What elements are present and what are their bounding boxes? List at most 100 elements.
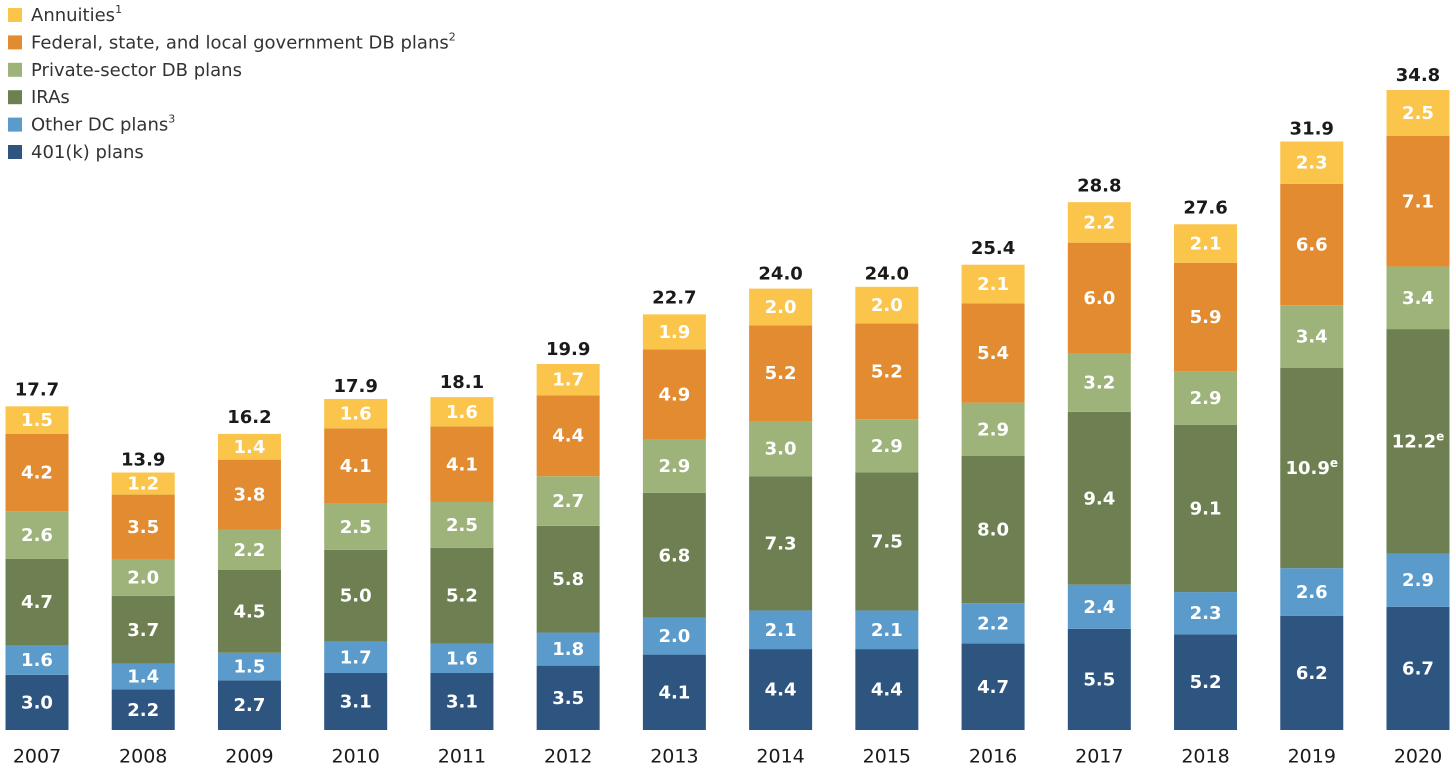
value-label-text: 4.7 [977,677,1009,698]
total-label: 27.6 [1183,197,1227,218]
x-tick-label: 2019 [1288,746,1336,768]
x-tick-label: 2017 [1075,746,1123,768]
value-label-text: 2.1 [1190,234,1222,255]
x-tick-label: 2014 [756,746,804,768]
value-label-text: 5.8 [552,569,584,590]
legend-label: Annuities1 [31,3,122,26]
value-label-text: 2.5 [1402,103,1434,124]
bar-segment [1067,584,1131,629]
value-label: 5.4 [977,343,1009,364]
value-label-text: 7.5 [871,531,903,552]
x-tick-label: 2018 [1181,746,1229,768]
bar-segment [855,472,919,611]
bar-segment [749,476,813,611]
value-label-text: 3.8 [234,485,266,506]
legend-swatch [8,145,22,159]
bar-segment [5,674,69,730]
value-label: 2.2 [977,613,1009,634]
value-label-text: 2.0 [127,567,159,588]
value-label-text: 1.5 [234,657,266,678]
legend-name: Private-sector DB plans [31,60,242,81]
value-label: 9.4 [1083,488,1115,509]
value-label-text: 5.2 [1190,672,1222,693]
legend-swatch [8,8,22,22]
value-label-text: 2.2 [977,613,1009,634]
value-label-text: 3.7 [127,620,159,641]
value-label-text: 1.4 [127,667,159,688]
value-label-text: 6.7 [1402,658,1434,679]
value-label: 2.1 [1190,234,1222,255]
bar-segment [5,406,69,434]
legend-label: 401(k) plans [31,142,144,163]
bar-segment [749,421,813,477]
bar-segment [111,472,175,495]
bar-segment [1174,424,1238,593]
legend-swatch [8,35,22,50]
total-label: 25.4 [971,238,1015,259]
value-label: 1.6 [21,650,53,671]
value-label: 7.3 [765,533,797,554]
total-label: 22.7 [652,288,696,309]
value-label-text: 2.5 [446,515,478,536]
bar-segment [1386,90,1450,136]
value-label-text: 4.1 [446,454,478,475]
bar-segment [855,649,919,730]
x-tick-label: 2011 [438,746,486,768]
value-label: 8.0 [977,520,1009,541]
value-label-text: 2.4 [1083,597,1115,618]
bar-segment [1174,224,1238,263]
value-label-text: 4.1 [340,456,372,477]
bar-segment [1067,628,1131,730]
total-label: 19.9 [546,339,590,360]
value-label-note: e [1330,455,1338,469]
legend-label: Private-sector DB plans [31,60,242,81]
value-label-text: 9.1 [1190,498,1222,519]
value-label-text: 4.4 [552,426,584,447]
total-label: 17.7 [15,379,59,400]
bar-segment [5,645,69,675]
value-label: 12.2e [1392,429,1445,453]
bar-segment [1280,141,1344,184]
legend-name: 401(k) plans [31,142,144,163]
value-label: 3.5 [127,517,159,538]
value-label-text: 3.5 [552,688,584,709]
value-label-text: 3.2 [1083,372,1115,393]
value-label: 1.7 [340,647,372,668]
value-label-text: 4.4 [765,680,797,701]
bar-segment [430,397,494,427]
legend-footnote: 2 [449,30,456,43]
bar-segment [536,476,600,526]
legend-swatch [8,90,22,105]
value-label-text: 3.0 [765,439,797,460]
bar-segment [1067,202,1131,243]
value-label: 3.2 [1083,372,1115,393]
bar-segment [111,663,175,690]
value-label: 5.9 [1190,307,1222,328]
bar-segment [961,455,1025,604]
value-label: 4.7 [21,592,53,613]
bar-segment [961,303,1025,403]
value-label: 5.8 [552,569,584,590]
value-label: 3.5 [552,688,584,709]
x-tick-label: 2015 [863,746,911,768]
value-label: 1.6 [446,648,478,669]
value-label-text: 1.6 [21,650,53,671]
value-label-text: 10.9 [1285,458,1329,479]
value-label: 2.9 [1402,570,1434,591]
value-label-text: 2.9 [1190,388,1222,409]
bar-segment [536,364,600,396]
value-label: 6.8 [658,545,690,566]
value-label-text: 2.5 [340,517,372,538]
legend-swatch [8,117,22,132]
value-label-text: 7.1 [1402,191,1434,212]
bar-segment [1386,553,1450,607]
value-label: 4.5 [234,601,266,622]
value-label-text: 7.3 [765,533,797,554]
value-label-text: 2.6 [1296,582,1328,603]
value-label: 5.0 [340,586,372,607]
value-label-text: 2.0 [658,626,690,647]
value-label-text: 1.7 [552,370,584,391]
value-label: 2.1 [871,620,903,641]
value-label-text: 2.7 [234,695,266,716]
value-label: 6.2 [1296,663,1328,684]
